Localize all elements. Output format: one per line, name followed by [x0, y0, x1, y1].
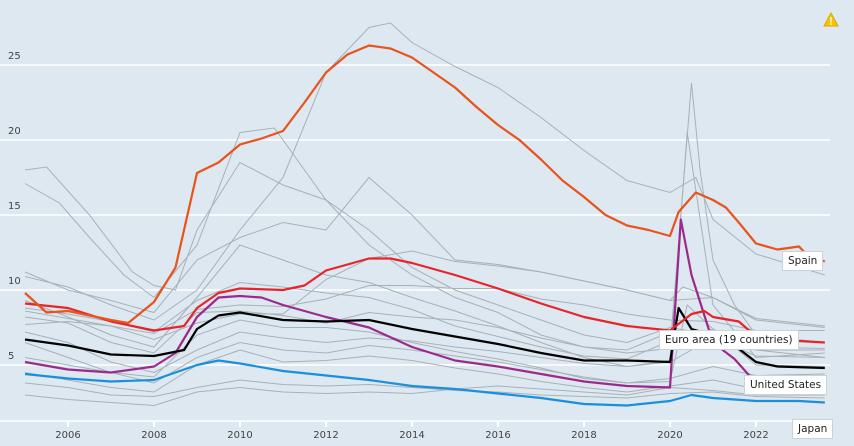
x-tick-label: 2014 [399, 430, 424, 441]
x-tick-label: 2016 [485, 430, 510, 441]
label-spain[interactable]: Spain [782, 251, 824, 271]
x-tick-label: 2006 [55, 430, 80, 441]
y-tick-label: 15 [8, 201, 21, 212]
series-line-spain[interactable] [24, 44, 826, 325]
x-tick-label: 2022 [743, 430, 768, 441]
warning-triangle-icon[interactable] [823, 12, 839, 28]
x-tick-label: 2010 [227, 430, 252, 441]
x-tick-label: 2018 [571, 430, 596, 441]
other-country-line[interactable] [24, 22, 825, 321]
series-line-euro-area-19-countries[interactable] [24, 257, 825, 344]
y-tick-label: 25 [8, 51, 21, 62]
label-euro-area[interactable]: Euro area (19 countries) [659, 330, 799, 350]
x-tick-label: 2020 [657, 430, 682, 441]
other-country-line[interactable] [24, 82, 825, 354]
other-country-line[interactable] [24, 379, 825, 399]
gridlines [0, 64, 830, 422]
other-country-line[interactable] [24, 176, 825, 328]
other-country-line[interactable] [24, 161, 825, 358]
other-country-line[interactable] [24, 285, 825, 335]
other-country-line[interactable] [24, 132, 825, 374]
y-tick-label: 20 [8, 126, 21, 137]
other-country-line[interactable] [24, 250, 825, 341]
other-country-line[interactable] [24, 127, 825, 351]
x-tick-label: 2008 [141, 430, 166, 441]
highlighted-country-lines [24, 44, 826, 407]
series-line-japan[interactable] [24, 359, 825, 407]
x-tick-label: 2012 [313, 430, 338, 441]
y-axis-ticks: 5 10 15 20 25 [8, 51, 21, 362]
label-united-states[interactable]: United States [744, 375, 828, 395]
x-axis-ticks: 2006 2008 2010 2012 2014 2016 2018 2020 2022 [55, 421, 769, 441]
y-tick-label: 10 [8, 276, 21, 287]
y-tick-label: 5 [8, 351, 14, 362]
label-japan[interactable]: Japan [792, 419, 834, 439]
